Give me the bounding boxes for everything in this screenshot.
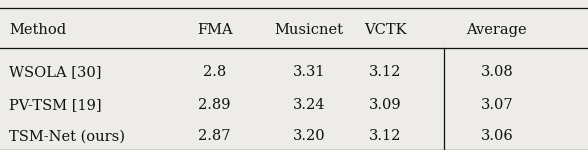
Text: 3.24: 3.24 [292,98,325,112]
Text: 3.08: 3.08 [480,65,513,79]
Text: 2.87: 2.87 [198,129,231,144]
Text: PV-TSM [19]: PV-TSM [19] [9,98,102,112]
Text: VCTK: VCTK [364,23,406,37]
Text: 3.09: 3.09 [369,98,402,112]
Text: 3.06: 3.06 [480,129,513,144]
Text: FMA: FMA [197,23,232,37]
Text: Average: Average [466,23,527,37]
Text: 3.12: 3.12 [369,129,402,144]
Text: 3.20: 3.20 [292,129,325,144]
Text: 3.12: 3.12 [369,65,402,79]
Text: WSOLA [30]: WSOLA [30] [9,65,101,79]
Text: 2.8: 2.8 [203,65,226,79]
Text: TSM-Net (ours): TSM-Net (ours) [9,129,125,144]
Text: 3.31: 3.31 [292,65,325,79]
Text: Musicnet: Musicnet [274,23,343,37]
Text: 3.07: 3.07 [480,98,513,112]
Text: Method: Method [9,23,66,37]
Text: 2.89: 2.89 [198,98,231,112]
